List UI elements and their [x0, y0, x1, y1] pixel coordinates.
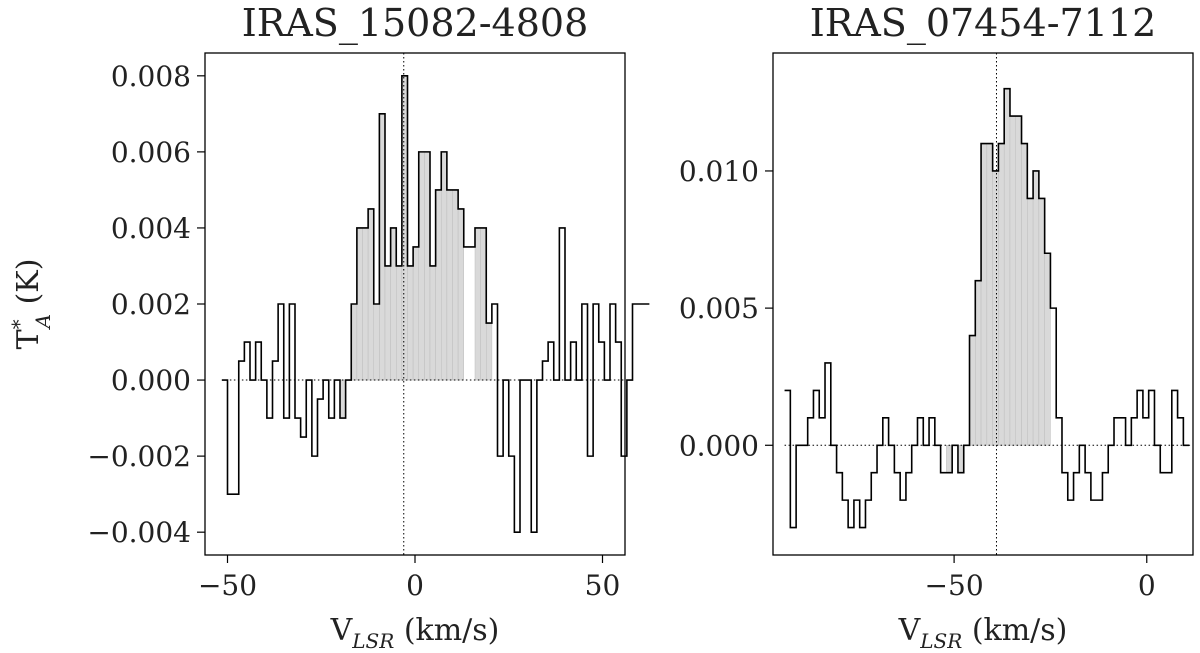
panel-left-fill-bar: [435, 189, 442, 381]
panel-right-fill-bar: [946, 445, 953, 473]
panel-right-spectrum-line: [784, 87, 1190, 529]
panel-left-x-tick-label: 0: [406, 569, 424, 602]
panel-left-y-tick-label: 0.004: [111, 212, 191, 245]
panel-right-fill-bar: [998, 143, 1005, 446]
panel-left-fill-bar: [474, 227, 481, 381]
panel-right-y-tick-label: 0.010: [679, 155, 759, 188]
panel-left-fill-bar: [373, 303, 380, 381]
panel-left-fill-bar: [390, 227, 397, 381]
panel-right-fill-bar: [1032, 170, 1040, 446]
panel-right-y-tick-label: 0.005: [679, 292, 759, 325]
panel-left-fill-bar: [379, 113, 386, 381]
panel-right-fill-bar: [992, 170, 999, 446]
panel-left-fill-bar: [418, 151, 425, 381]
panel-left-fill-bar: [351, 303, 358, 381]
panel-right-fill-bar: [1021, 143, 1028, 446]
panel-left-fill-bar: [362, 227, 369, 381]
panel-left-spectrum-line: [221, 75, 650, 533]
y-axis-label: T*A (K): [7, 259, 55, 350]
panel-left-fill-bar: [441, 151, 448, 381]
panel-right-fill-bar: [1038, 198, 1045, 446]
panel-left-y-tick-label: 0.002: [111, 288, 191, 321]
panel-right-fill-bar: [1044, 253, 1051, 446]
x-axis-label-right: VLSR (km/s): [898, 613, 1068, 653]
panel-left-y-tick-label: 0.006: [111, 136, 191, 169]
panel-right-fill-bar: [1003, 88, 1011, 446]
panel-left-y-tick-label: −0.002: [87, 440, 191, 473]
panel-right-fill-bar: [969, 335, 976, 446]
panel-left-fill-bar: [429, 265, 436, 381]
panel-left-ticks: −50 0 50 −0.004 −0.002 0.000 0.002 0.004 0.006 0.…: [87, 60, 620, 602]
panel-left-fill-bar: [396, 265, 403, 381]
panel-right-fill-bar: [957, 445, 964, 473]
panel-right-title: IRAS_07454-7112: [810, 1, 1157, 46]
panel-left-y-tick-label: 0.008: [111, 60, 191, 93]
panel-right-fill-bar: [1015, 115, 1022, 446]
panel-right-fill-bar: [980, 143, 988, 446]
panel-right-x-tick-label: 0: [1138, 569, 1156, 602]
panel-right-fill-bar: [1009, 115, 1017, 446]
panel-left-fill-bar: [407, 265, 414, 381]
panel-left-fill-bar: [339, 379, 346, 419]
panel-left-fill-bar: [480, 227, 487, 381]
panel-left-fill-bar: [412, 246, 419, 381]
panel-left-fill-bar: [384, 265, 391, 381]
panel-left-fill-bar: [457, 208, 464, 381]
panel-left-fill-bar: [424, 151, 431, 381]
panel-left-x-tick-label: −50: [198, 569, 257, 602]
panel-left-fill-bar: [367, 208, 374, 381]
panel-right-fill-bar: [986, 143, 993, 446]
panel-right-fill-bar: [975, 280, 982, 446]
panel-right: IRAS_07454-7112 −50 0 0.000 0.005 0.010: [679, 1, 1194, 602]
panel-right-frame: [772, 52, 1194, 556]
panel-left-x-tick-label: 50: [585, 569, 621, 602]
panel-left-fill-bar: [452, 189, 459, 381]
panel-right-x-tick-label: −50: [925, 569, 984, 602]
panel-left-fill-bar: [446, 189, 453, 381]
panel-left-fill-bar: [356, 227, 363, 381]
panel-left-fill-bar: [486, 322, 493, 381]
panel-right-fill: [946, 88, 1051, 473]
panel-left-y-tick-label: 0.000: [111, 364, 191, 397]
panel-right-ticks: −50 0 0.000 0.005 0.010: [679, 155, 1156, 602]
panel-right-y-tick-label: 0.000: [679, 429, 759, 462]
panel-left-fill-bar: [401, 75, 408, 381]
panel-left: IRAS_15082-4808 −50 0 50 −0.004 −0.002 0.000 0…: [87, 1, 650, 602]
panel-left-y-tick-label: −0.004: [87, 516, 191, 549]
panel-left-title: IRAS_15082-4808: [242, 1, 589, 46]
x-axis-label-left: VLSR (km/s): [330, 613, 500, 653]
panel-right-fill-bar: [1027, 198, 1034, 446]
